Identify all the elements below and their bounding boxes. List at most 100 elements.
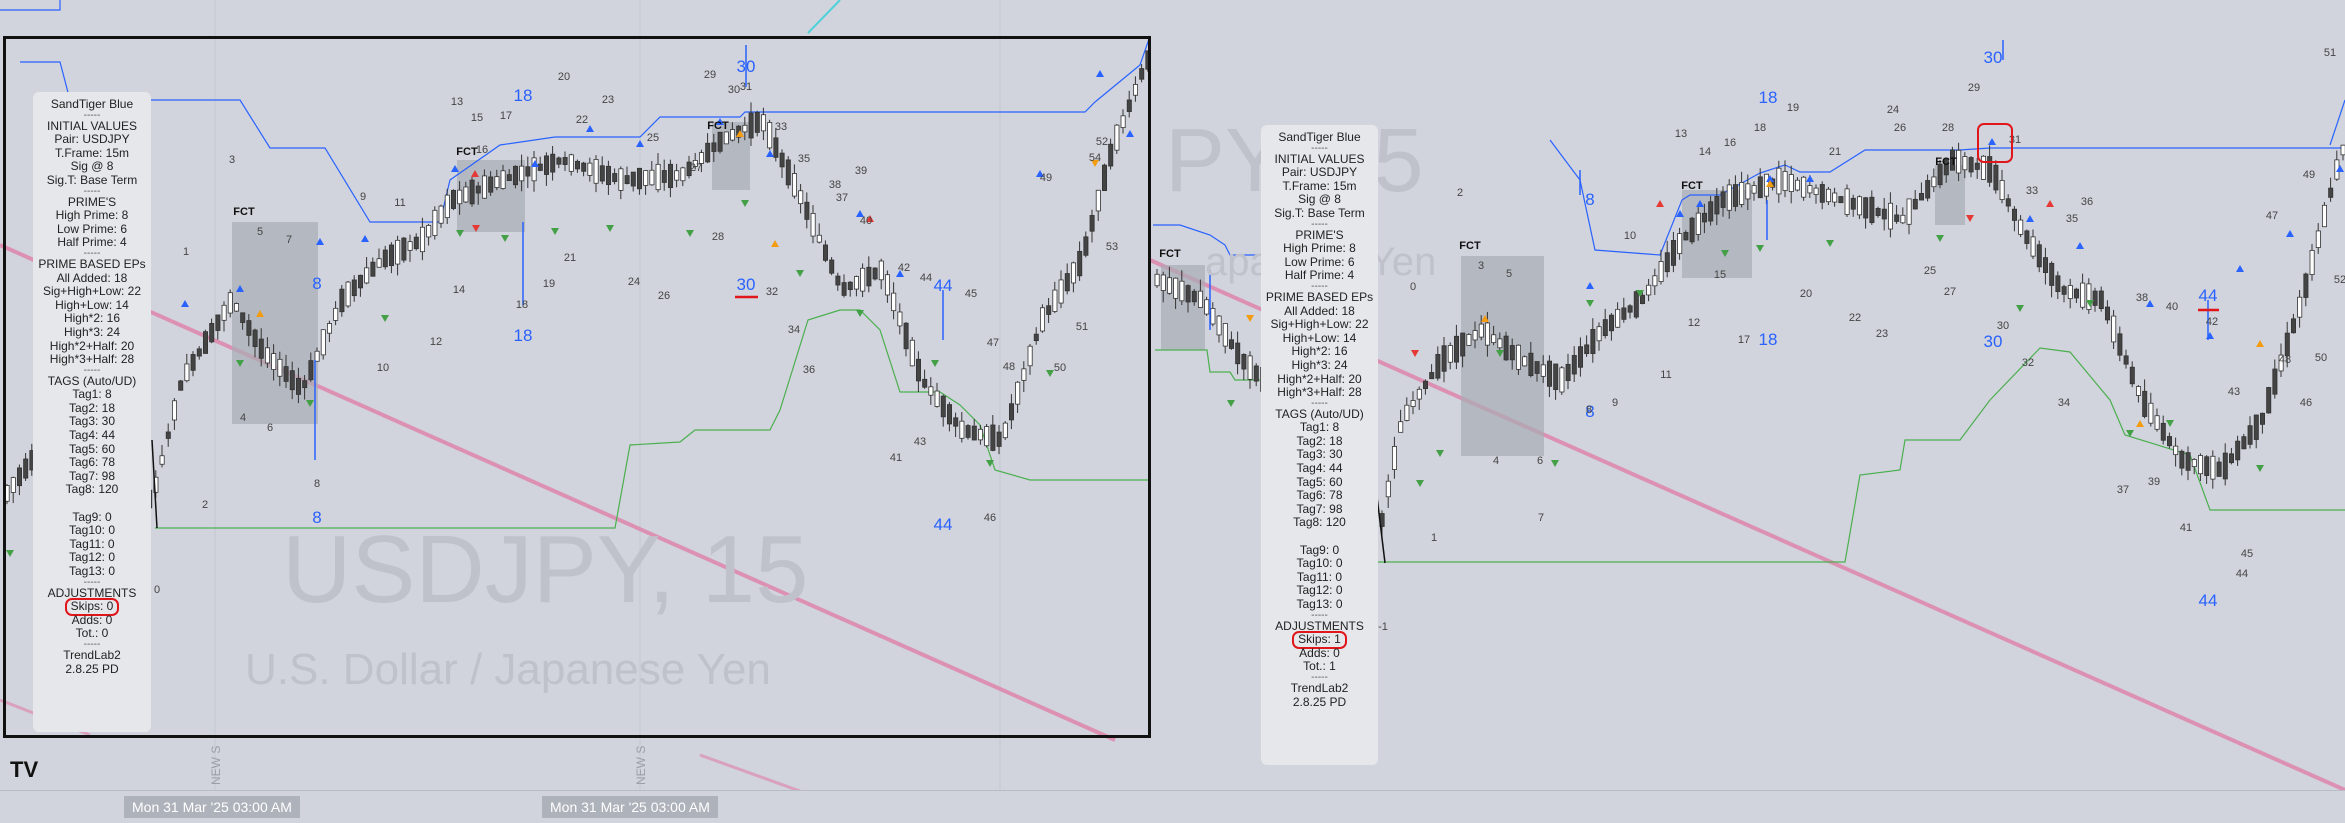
count-label: 41	[889, 452, 903, 464]
candle-body	[1534, 361, 1540, 374]
price-chart[interactable]: NEW S NEW S	[0, 0, 2345, 790]
candle-body	[612, 173, 618, 183]
count-label: 1	[182, 246, 190, 258]
candle-body	[2197, 455, 2203, 475]
count-label: 0	[153, 584, 161, 596]
panel-line: Tag5: 60	[1296, 474, 1343, 489]
signal-up-marker	[736, 130, 744, 137]
count-label: 43	[913, 436, 927, 448]
tag-number-label: 30	[736, 57, 756, 76]
candle-body	[1956, 149, 1962, 174]
count-label: 52	[1095, 136, 1109, 148]
candle-body	[947, 404, 953, 425]
count-label: 14	[452, 284, 466, 296]
candle-body	[1198, 290, 1204, 308]
signal-up-marker	[181, 300, 189, 307]
candle-body	[1962, 156, 1968, 171]
count-label: 36	[2080, 196, 2094, 208]
tradingview-logo-icon[interactable]: TV	[10, 757, 39, 782]
candle-body	[934, 390, 940, 407]
candle-body	[1528, 352, 1534, 377]
panel-line: T.Frame: 15m	[1282, 178, 1357, 193]
count-label: 26	[1893, 122, 1907, 134]
candle-body	[1064, 273, 1070, 292]
count-label: 13	[1674, 128, 1688, 140]
candle-body	[506, 174, 512, 182]
count-label: 7	[1537, 512, 1545, 524]
candle-body	[587, 162, 593, 176]
candle-body	[940, 395, 946, 418]
signal-up-marker	[2046, 200, 2054, 207]
panel-line: 2.8.25 PD	[65, 661, 119, 676]
tag-number-label: 44	[933, 276, 953, 295]
panel-line: ADJUSTMENTS	[1275, 618, 1364, 633]
panel-line: Half Prime: 4	[57, 235, 127, 250]
signal-down-marker	[2016, 305, 2024, 312]
count-label: 7	[285, 234, 293, 246]
candle-body	[401, 237, 407, 261]
candle-body	[2080, 282, 2086, 308]
signal-up-marker	[866, 215, 874, 222]
candle-body	[1410, 400, 1416, 407]
signal-down-marker	[6, 550, 14, 557]
signal-down-marker	[1551, 460, 1559, 467]
count-label: 27	[689, 162, 703, 174]
panel-line: -----	[83, 638, 101, 650]
signal-down-marker	[1826, 240, 1834, 247]
tag-number-label: 18	[513, 86, 533, 105]
candle-body	[1033, 333, 1039, 342]
count-label: 24	[627, 276, 641, 288]
count-label: 32	[2021, 357, 2035, 369]
panel-line: Sig+High+Low: 22	[1270, 317, 1369, 332]
count-label: 35	[2065, 213, 2079, 225]
signal-down-marker	[381, 315, 389, 322]
panel-line	[33, 497, 151, 511]
candle-body	[1801, 176, 1807, 198]
candle-body	[227, 292, 233, 314]
signal-up-marker	[2286, 230, 2294, 237]
candle-body	[233, 303, 239, 312]
panel-line: -----	[1311, 609, 1328, 621]
candle-body	[1052, 289, 1058, 312]
panel-line: -----	[83, 109, 101, 121]
candle-body	[258, 338, 264, 359]
panel-line: -----	[1311, 142, 1328, 154]
count-label: 26	[657, 290, 671, 302]
count-label: 44	[2235, 568, 2249, 580]
candle-body	[1782, 171, 1788, 191]
signal-up-marker	[361, 235, 369, 242]
count-label: 34	[787, 324, 801, 336]
panel-line: High*3: 24	[63, 324, 121, 339]
candle-body	[159, 455, 165, 465]
candle-body	[878, 260, 884, 281]
candle-body	[885, 274, 891, 296]
candle-body	[1863, 197, 1869, 219]
candle-body	[835, 275, 841, 286]
candle-body	[2036, 244, 2042, 268]
count-label: 37	[2116, 484, 2130, 496]
panel-line: High*2: 16	[63, 311, 121, 326]
candle-body	[550, 153, 556, 173]
candle-body	[922, 378, 928, 388]
candle-body	[1235, 342, 1241, 365]
panel-line: Tag6: 78	[1296, 488, 1343, 503]
count-label: 37	[835, 192, 849, 204]
candle-body	[2154, 415, 2160, 430]
signal-down-marker	[1246, 315, 1254, 322]
panel-line: Tag3: 30	[1296, 447, 1343, 462]
time-axis[interactable]: Mon 31 Mar '25 03:00 AM Mon 31 Mar '25 03…	[0, 790, 2345, 823]
count-label: 4	[239, 412, 247, 424]
candle-body	[2321, 204, 2327, 228]
candle-body	[376, 258, 382, 268]
count-label: 29	[1967, 82, 1981, 94]
candle-body	[1516, 344, 1522, 370]
panel-line: SandTiger Blue	[50, 97, 134, 111]
panel-line: TAGS (Auto/UD)	[47, 373, 137, 388]
panel-line: Tot.: 0	[75, 626, 109, 641]
candle-body	[1108, 143, 1114, 167]
candle-body	[2228, 453, 2234, 464]
count-label: 39	[2147, 476, 2161, 488]
candle-body	[1671, 240, 1677, 266]
candle-body	[1002, 422, 1008, 439]
